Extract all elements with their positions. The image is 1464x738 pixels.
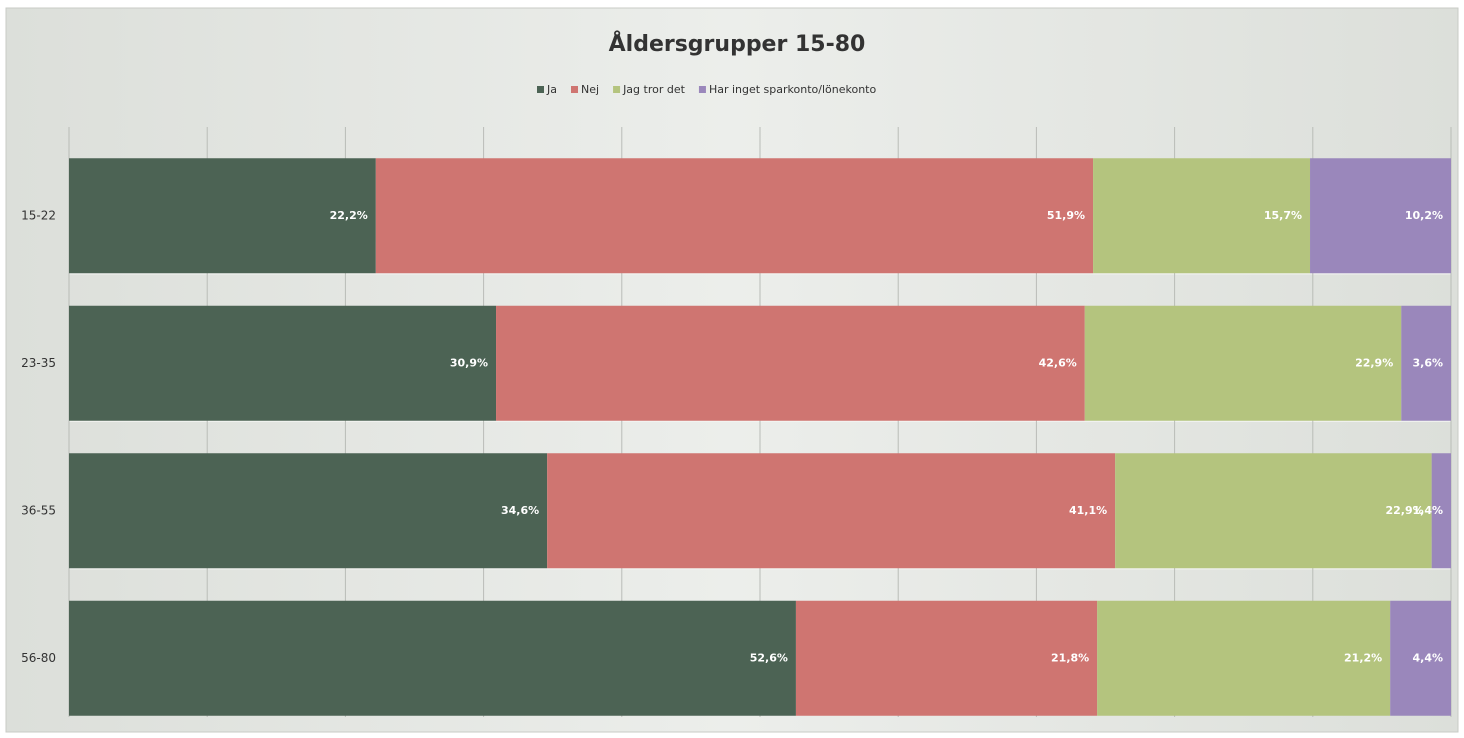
- y-tick-label: 36-55: [21, 503, 56, 517]
- bar-segment: [1390, 600, 1451, 716]
- data-label: 22,9%: [1385, 504, 1423, 517]
- bar-segment: [1093, 158, 1311, 274]
- y-tick-label: 23-35: [21, 356, 56, 370]
- bar-segment: [1401, 305, 1451, 421]
- data-label: 42,6%: [1039, 356, 1077, 369]
- legend-swatch: [613, 86, 621, 93]
- data-label: 34,6%: [501, 504, 539, 517]
- legend-swatch: [698, 86, 706, 93]
- legend-swatch: [571, 86, 578, 93]
- legend-label: Ja: [546, 83, 557, 96]
- bar-segment: [69, 158, 376, 274]
- bar-segment: [547, 453, 1116, 569]
- legend-label: Har inget sparkonto/lönekonto: [709, 83, 877, 96]
- bar-segment: [375, 158, 1094, 274]
- data-label: 21,8%: [1051, 651, 1089, 664]
- data-label: 21,2%: [1344, 651, 1382, 664]
- y-tick-label: 56-80: [21, 651, 56, 665]
- bar-segment: [496, 305, 1085, 421]
- chart-title: Åldersgrupper 15-80: [609, 31, 866, 57]
- data-label: 1,4%: [1412, 504, 1443, 517]
- data-label: 51,9%: [1047, 209, 1085, 222]
- bar-segment: [795, 600, 1098, 716]
- data-label: 3,6%: [1412, 356, 1443, 369]
- bar-segment: [1431, 453, 1451, 569]
- data-label: 22,9%: [1355, 356, 1393, 369]
- bar-segment: [69, 453, 548, 569]
- legend-label: Jag tror det: [622, 83, 686, 96]
- legend-swatch: [537, 86, 544, 93]
- bar-segment: [1097, 600, 1391, 716]
- bar-segment: [69, 600, 796, 716]
- bar-segment: [1084, 305, 1402, 421]
- data-label: 10,2%: [1405, 209, 1443, 222]
- y-tick-label: 15-22: [21, 208, 56, 222]
- data-label: 4,4%: [1412, 651, 1443, 664]
- data-label: 30,9%: [450, 356, 488, 369]
- data-label: 15,7%: [1264, 209, 1302, 222]
- legend-label: Nej: [581, 83, 599, 96]
- bar-segment: [1310, 158, 1451, 274]
- data-label: 52,6%: [750, 651, 788, 664]
- bar-segment: [69, 305, 497, 421]
- bar-segment: [1115, 453, 1432, 569]
- data-label: 41,1%: [1069, 504, 1107, 517]
- data-label: 22,2%: [330, 209, 368, 222]
